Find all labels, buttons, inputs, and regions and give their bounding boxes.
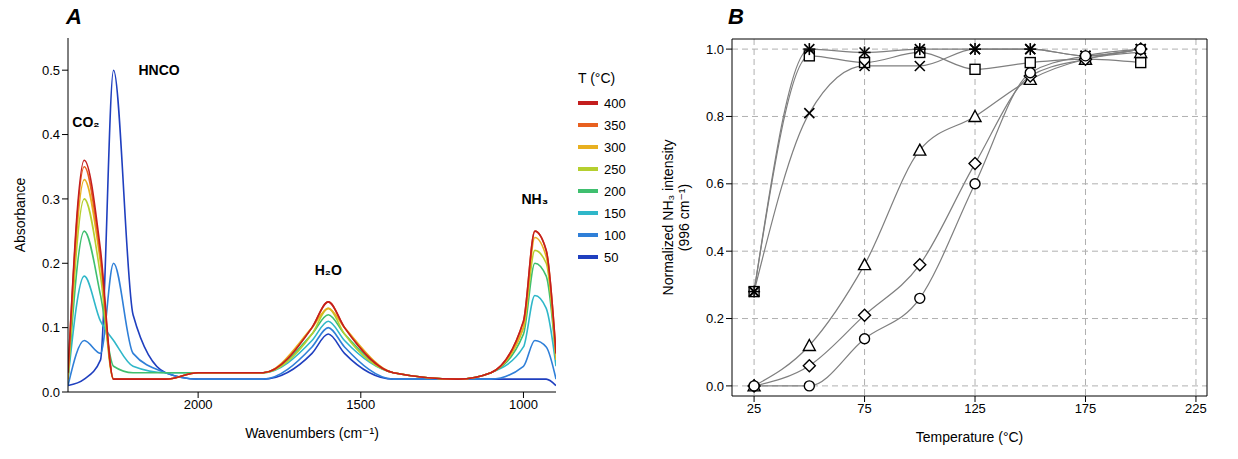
html-text:150: 150 <box>604 205 626 221</box>
html-text:350: 350 <box>604 117 626 133</box>
html-text:T (°C): T (°C) <box>578 70 616 86</box>
svg-text:0.0: 0.0 <box>42 385 60 400</box>
svg-text:2000: 2000 <box>184 397 213 412</box>
svg-text:0.4: 0.4 <box>706 244 724 259</box>
svg-text:1500: 1500 <box>346 397 375 412</box>
html-text:400: 400 <box>604 95 626 111</box>
svg-text:175: 175 <box>1075 401 1097 416</box>
html-text:B: B <box>728 4 744 29</box>
svg-text:75: 75 <box>857 401 871 416</box>
svg-text:0.6: 0.6 <box>706 176 724 191</box>
svg-text:0.4: 0.4 <box>42 127 60 142</box>
svg-text:Normalized NH₃ intensity(996 c: Normalized NH₃ intensity(996 cm⁻¹) <box>660 140 692 296</box>
svg-text:0.5: 0.5 <box>42 63 60 78</box>
html-text:250: 250 <box>604 161 626 177</box>
svg-text:HNCO: HNCO <box>138 62 179 78</box>
svg-text:Wavenumbers (cm⁻¹): Wavenumbers (cm⁻¹) <box>245 425 379 441</box>
svg-text:0.1: 0.1 <box>42 320 60 335</box>
svg-text:0.0: 0.0 <box>706 379 724 394</box>
svg-text:0.8: 0.8 <box>706 109 724 124</box>
svg-text:0.2: 0.2 <box>706 311 724 326</box>
html-text:100: 100 <box>604 227 626 243</box>
svg-text:NH₃: NH₃ <box>522 191 549 207</box>
svg-text:0.2: 0.2 <box>42 256 60 271</box>
svg-text:1000: 1000 <box>509 397 538 412</box>
html-text:A: A <box>66 4 82 29</box>
svg-text:125: 125 <box>964 401 986 416</box>
svg-text:Absorbance: Absorbance <box>12 177 28 252</box>
svg-text:H₂O: H₂O <box>315 262 342 278</box>
svg-text:225: 225 <box>1185 401 1207 416</box>
svg-text:0.3: 0.3 <box>42 192 60 207</box>
svg-text:25: 25 <box>747 401 761 416</box>
svg-text:CO₂: CO₂ <box>72 114 99 130</box>
svg-text:1.0: 1.0 <box>706 42 724 57</box>
svg-text:Temperature (°C): Temperature (°C) <box>916 429 1024 445</box>
html-text:50: 50 <box>604 249 619 265</box>
html-text:200: 200 <box>604 183 626 199</box>
html-text:300: 300 <box>604 139 626 155</box>
